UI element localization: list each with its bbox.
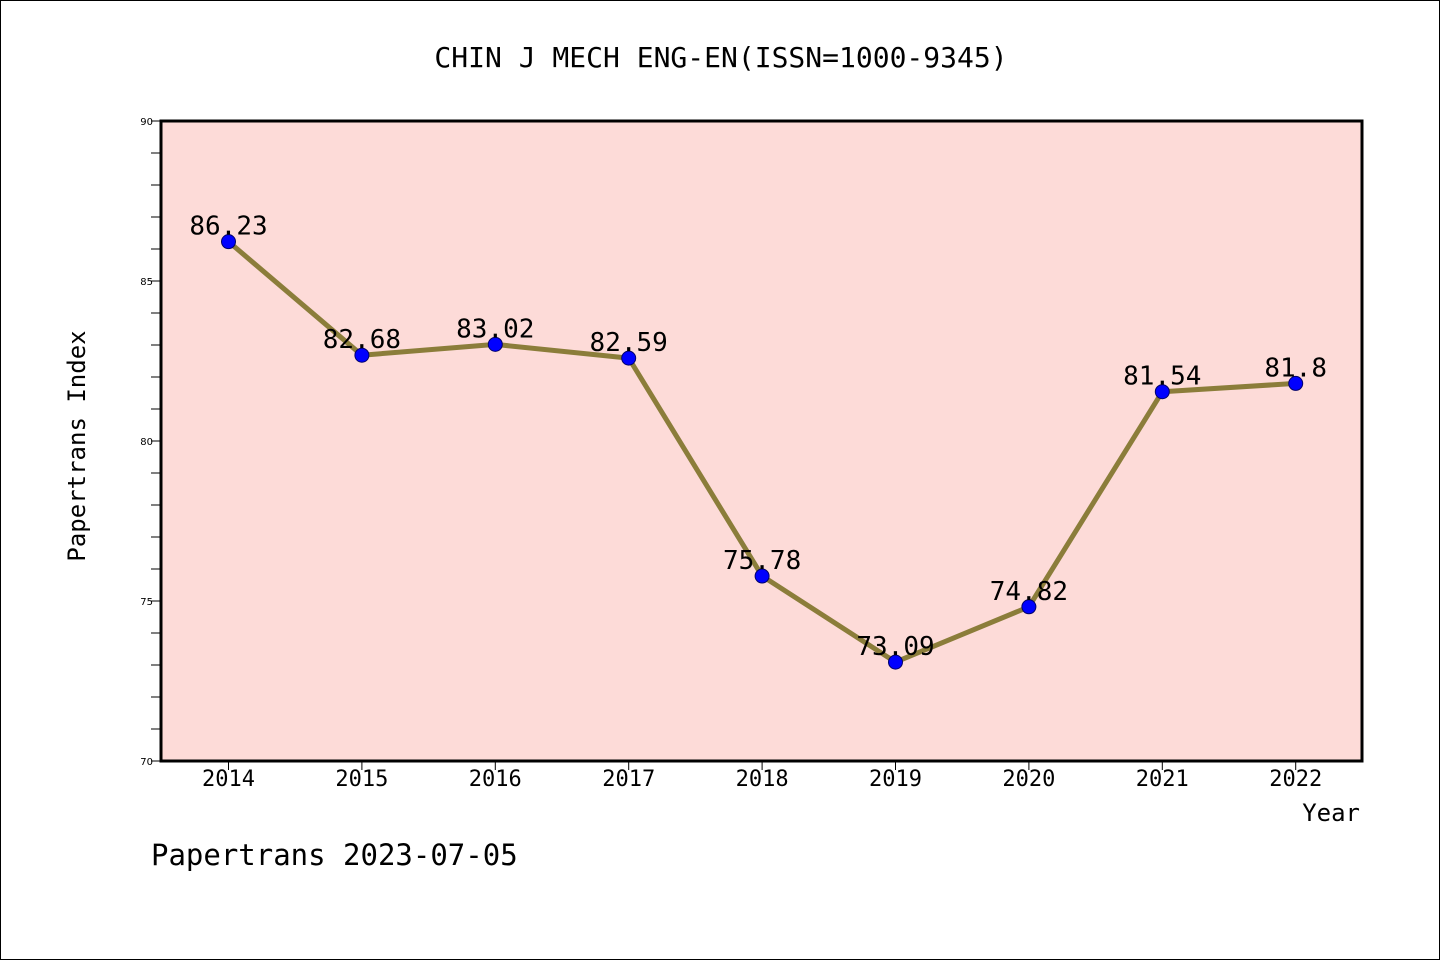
x-tick-label: 2021 bbox=[1136, 767, 1189, 792]
x-tick-label: 2018 bbox=[736, 767, 789, 792]
data-point-marker bbox=[888, 654, 903, 670]
data-label: 82.68 bbox=[323, 325, 401, 355]
y-tick-label: 85 bbox=[140, 277, 153, 288]
data-label: 86.23 bbox=[189, 212, 267, 242]
plot-area bbox=[159, 119, 1364, 763]
data-label: 74.82 bbox=[990, 577, 1068, 607]
footer-date-text: Papertrans 2023-07-05 bbox=[151, 838, 518, 872]
data-point-marker bbox=[754, 568, 770, 584]
y-tick-label: 80 bbox=[140, 437, 153, 448]
y-tick-label: 90 bbox=[140, 117, 153, 128]
x-tick-label: 2014 bbox=[202, 767, 255, 792]
data-label: 81.54 bbox=[1123, 362, 1201, 392]
data-point-marker bbox=[1021, 599, 1037, 615]
y-axis: 70 75 80 85 90 bbox=[140, 117, 161, 768]
y-tick-label: 70 bbox=[140, 757, 153, 768]
data-point-marker bbox=[1154, 384, 1170, 400]
data-point-marker bbox=[354, 347, 370, 363]
data-label: 83.02 bbox=[456, 314, 534, 344]
chart-title: CHIN J MECH ENG-EN(ISSN=1000-9345) bbox=[434, 41, 1007, 74]
data-label: 73.09 bbox=[856, 632, 934, 662]
data-label: 81.8 bbox=[1264, 353, 1327, 383]
x-tick-label: 2015 bbox=[335, 767, 388, 792]
data-label: 75.78 bbox=[723, 546, 801, 576]
x-tick-label: 2022 bbox=[1269, 767, 1322, 792]
data-markers bbox=[221, 234, 1304, 670]
x-tick-label: 2016 bbox=[469, 767, 522, 792]
data-point-marker bbox=[1288, 375, 1304, 391]
y-axis-label: Papertrans Index bbox=[63, 330, 91, 561]
x-tick-label: 2020 bbox=[1002, 767, 1055, 792]
data-labels: 86.23 82.68 83.02 82.59 75.78 73.09 74.82 81.54… bbox=[189, 212, 1327, 662]
y-tick-label: 75 bbox=[140, 597, 153, 608]
data-point-marker bbox=[487, 336, 503, 352]
data-label: 82.59 bbox=[590, 328, 668, 358]
data-point-marker bbox=[621, 350, 637, 366]
x-tick-label: 2019 bbox=[869, 767, 922, 792]
x-axis: 2014 2015 2016 2017 2018 2019 2020 2021 2022 bbox=[202, 761, 1322, 792]
x-tick-label: 2017 bbox=[602, 767, 655, 792]
data-point-marker bbox=[221, 234, 236, 250]
x-axis-label: Year bbox=[1302, 799, 1360, 827]
